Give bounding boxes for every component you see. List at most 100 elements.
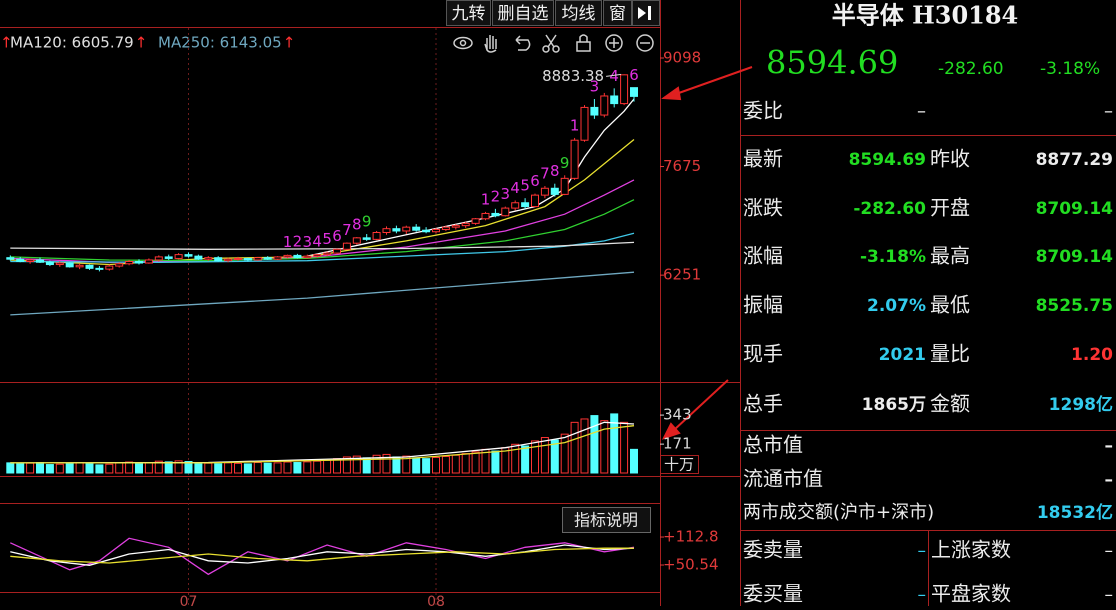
candle-body (224, 258, 233, 262)
nine-turn-label: 2 (491, 187, 501, 205)
nine-turn-label: 5 (520, 177, 530, 195)
candle-body (471, 218, 480, 224)
toolbar-button[interactable] (492, 0, 554, 26)
quote-value: 2.07% (867, 296, 926, 316)
candle-body (303, 255, 312, 259)
quote-value: 1298亿 (1049, 394, 1113, 415)
nine-turn-label: 6 (629, 66, 639, 84)
candle-body (174, 254, 183, 259)
quote-label: 金额 (930, 392, 970, 416)
volume-bar (342, 456, 351, 474)
candle-body (491, 212, 500, 217)
quote-label: 量比 (930, 342, 970, 366)
candle-body (323, 252, 332, 256)
candle-body (342, 242, 351, 250)
indicator-help-label[interactable]: 指标说明 (574, 511, 638, 530)
series-line (10, 544, 635, 566)
candle-body (402, 226, 411, 232)
candle-body (184, 254, 193, 257)
quote-value: 18532亿 (1037, 502, 1113, 523)
nine-turn-label: 1 (481, 190, 491, 208)
toolbar-button[interactable] (555, 0, 602, 26)
candle-body (273, 256, 282, 260)
zoom-in-icon[interactable] (605, 34, 623, 52)
candle-body (392, 228, 401, 232)
indicator-help-button[interactable] (562, 507, 651, 533)
volume-bar (630, 448, 638, 474)
quote-value: 8594.69 (849, 150, 926, 170)
candle-body (432, 228, 440, 233)
toolbar-button[interactable] (603, 0, 632, 26)
high-label: 8883.38 (542, 67, 604, 85)
candle-body (263, 257, 272, 260)
candle-body (105, 265, 114, 270)
candle-body (570, 139, 579, 179)
price-change-pct: -3.18% (1040, 59, 1100, 79)
volume-bar (105, 463, 114, 474)
series-line (10, 271, 635, 316)
book-value: – (1105, 585, 1114, 605)
book-label: 委卖量 (743, 538, 803, 562)
candle-body (16, 258, 25, 262)
volume-bar (293, 462, 302, 474)
toolbar-button-label[interactable]: 删自选 (498, 4, 549, 24)
volume-bar (471, 451, 480, 474)
quote-label: 最低 (930, 293, 970, 317)
scissors-icon[interactable] (542, 34, 560, 53)
toolbar-button[interactable] (446, 0, 491, 26)
unit-box (660, 455, 699, 474)
candle-body (65, 262, 74, 268)
toolbar-button-label[interactable]: 均线 (562, 4, 596, 24)
candle-body (243, 257, 252, 261)
y-tick-label: +50.54 (663, 556, 719, 574)
hand-icon[interactable] (484, 35, 497, 53)
nine-turn-label: 8 (550, 162, 560, 180)
candle-body (590, 106, 599, 116)
quote-label: 最新 (743, 147, 783, 171)
volume-bar (590, 415, 599, 474)
candle-body (422, 229, 431, 233)
toolbar-button-label[interactable]: 窗 (609, 4, 626, 24)
quote-value: -282.60 (853, 199, 926, 219)
volume-bar (144, 462, 153, 474)
legend-label: MA250: 6143.05 (158, 34, 282, 52)
candle-body (204, 257, 213, 260)
nine-turn-label: 3 (303, 233, 313, 251)
book-value: – (918, 541, 927, 561)
toolbar-button-label[interactable]: 九转 (452, 4, 486, 24)
volume-bar (441, 455, 450, 474)
quote-label: 开盘 (930, 196, 970, 220)
volume-bar (6, 462, 15, 474)
volume-unit: 十万 (664, 456, 694, 474)
zoom-out-icon[interactable] (636, 34, 654, 52)
volume-bar (45, 464, 54, 474)
eye-icon[interactable] (453, 36, 473, 50)
undo-icon[interactable] (515, 35, 531, 51)
quote-value: 8877.29 (1036, 150, 1113, 170)
candle-body (352, 237, 361, 244)
lock-icon[interactable] (576, 34, 591, 52)
book-label: 委买量 (743, 582, 803, 606)
candle-body (441, 226, 450, 230)
nine-turn-label: 6 (530, 172, 540, 190)
volume-bar (95, 464, 104, 474)
x-tick-label: 07 (180, 594, 198, 606)
candle-body (135, 260, 143, 264)
candle-body (362, 237, 371, 240)
nine-turn-label: 9 (560, 154, 570, 172)
nine-turn-label: 1 (570, 116, 580, 134)
volume-bar (352, 455, 361, 474)
quote-label: 流通市值 (743, 467, 823, 491)
quote-label: 总市值 (743, 433, 803, 457)
candle-body (234, 257, 242, 260)
candle-body (85, 264, 94, 269)
candle-body (600, 95, 609, 116)
collapse-icon[interactable] (632, 0, 660, 26)
volume-bar (550, 439, 559, 474)
volume-bar (422, 458, 431, 474)
candle-body (154, 256, 163, 261)
series-line (10, 241, 635, 250)
